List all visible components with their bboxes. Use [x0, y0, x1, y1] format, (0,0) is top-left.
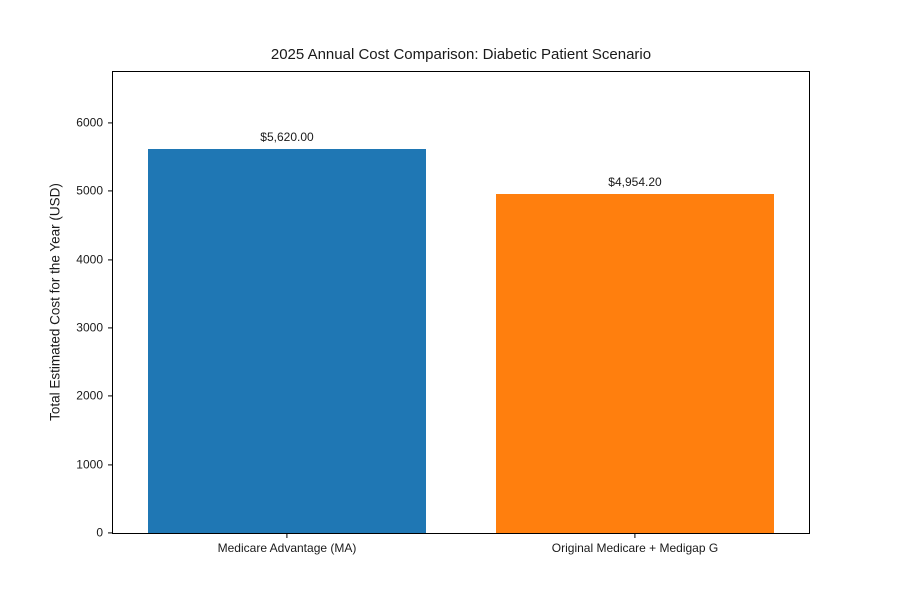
x-tick-label: Medicare Advantage (MA) — [217, 541, 357, 555]
y-tick-label: 3000 — [76, 320, 103, 335]
y-tick-label: 1000 — [76, 457, 103, 472]
bar-value-label: $4,954.20 — [608, 175, 662, 190]
y-axis-label: Total Estimated Cost for the Year (USD) — [47, 183, 63, 421]
x-tick-mark — [286, 533, 288, 538]
y-tick-mark — [108, 327, 113, 329]
bar-value-label: $5,620.00 — [260, 129, 314, 144]
y-tick-mark — [108, 122, 113, 124]
y-tick-label: 5000 — [76, 183, 103, 198]
y-tick-label: 6000 — [76, 115, 103, 130]
y-tick-mark — [108, 464, 113, 466]
y-tick-mark — [108, 532, 113, 534]
bar — [147, 148, 427, 533]
y-tick-label: 0 — [96, 525, 103, 540]
x-tick-mark — [634, 533, 636, 538]
y-tick-label: 2000 — [76, 388, 103, 403]
y-tick-mark — [108, 395, 113, 397]
x-tick-label: Original Medicare + Medigap G — [551, 541, 719, 555]
chart-title: 2025 Annual Cost Comparison: Diabetic Pa… — [270, 46, 652, 63]
bar — [495, 194, 775, 533]
y-tick-mark — [108, 190, 113, 192]
plot-area: 0 1000 2000 3000 4000 5000 6000 $5,620.00 Medica… — [76, 71, 810, 555]
y-tick-mark — [108, 258, 113, 261]
y-tick-label: 4000 — [76, 252, 103, 267]
